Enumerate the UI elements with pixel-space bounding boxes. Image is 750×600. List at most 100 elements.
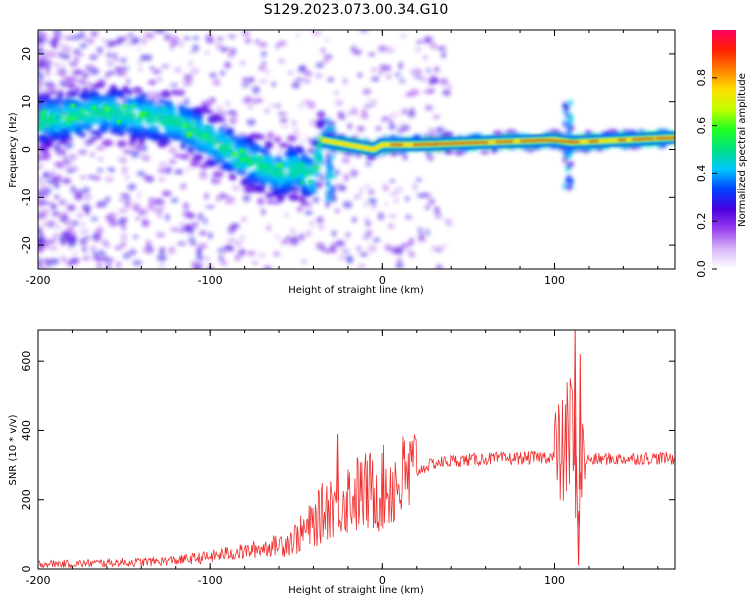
speckle-blob bbox=[316, 242, 325, 250]
speckle-blob bbox=[418, 232, 424, 238]
ridge-blob bbox=[197, 110, 204, 118]
speckle-blob bbox=[176, 241, 187, 246]
speckle-blob bbox=[212, 178, 222, 185]
hot-spot bbox=[38, 125, 43, 130]
ridge-blob bbox=[301, 191, 313, 197]
streak-blob bbox=[565, 121, 571, 128]
ridge-blob bbox=[299, 198, 307, 206]
speckle-blob bbox=[59, 41, 65, 50]
ridge-blob bbox=[212, 171, 224, 178]
hot-spot bbox=[240, 163, 246, 168]
speckle-blob bbox=[64, 230, 71, 238]
speckle-blob bbox=[303, 70, 313, 77]
speckle-blob bbox=[438, 244, 448, 249]
hot-spot bbox=[232, 152, 238, 157]
speckle-blob bbox=[70, 256, 80, 265]
speckle-blob bbox=[389, 179, 396, 184]
colorbar-gradient bbox=[712, 30, 736, 269]
speckle-blob bbox=[254, 39, 260, 45]
speckle-blob bbox=[38, 230, 42, 235]
speckle-blob bbox=[104, 214, 114, 221]
streak-blob bbox=[325, 117, 331, 124]
speckle-blob bbox=[288, 71, 293, 75]
ridge-blob bbox=[548, 129, 561, 136]
hot-spot bbox=[146, 116, 152, 121]
ridge-blob bbox=[39, 118, 48, 126]
ridge-blob bbox=[296, 206, 303, 212]
ridge-blob bbox=[79, 101, 92, 108]
streak-blob bbox=[331, 196, 337, 203]
speckle-blob bbox=[206, 40, 216, 44]
speckle-blob bbox=[104, 176, 115, 183]
hot-spot bbox=[131, 101, 137, 106]
speckle-blob bbox=[405, 196, 410, 202]
speckle-blob bbox=[396, 257, 403, 263]
speckle-blob bbox=[90, 136, 98, 141]
ridge-blob bbox=[119, 117, 132, 123]
speckle-blob bbox=[372, 237, 381, 243]
speckle-blob bbox=[277, 40, 287, 46]
speckle-blob bbox=[98, 157, 104, 161]
speckle-blob bbox=[97, 168, 104, 173]
hot-spot bbox=[102, 103, 108, 108]
ridge-blob bbox=[296, 169, 306, 176]
speckle-blob bbox=[246, 119, 256, 126]
ridge-blob bbox=[246, 138, 255, 147]
ridge-blob bbox=[253, 160, 264, 167]
speckle-blob bbox=[244, 38, 252, 44]
speckle-blob bbox=[70, 232, 77, 236]
snr-plot bbox=[38, 330, 675, 569]
ridge-blob bbox=[315, 120, 324, 129]
ridge-blob bbox=[110, 90, 122, 97]
spectrogram-y-label: Frequency (Hz) bbox=[8, 112, 19, 188]
streak-blob bbox=[567, 99, 573, 106]
speckle-blob bbox=[170, 227, 180, 232]
speckle-blob bbox=[334, 89, 339, 96]
speckle-blob bbox=[372, 98, 377, 107]
speckle-blob bbox=[155, 30, 166, 34]
speckle-blob bbox=[49, 246, 58, 251]
speckle-blob bbox=[183, 223, 191, 232]
ridge-blob bbox=[355, 152, 363, 158]
ridge-blob bbox=[192, 154, 204, 161]
speckle-blob bbox=[242, 194, 251, 202]
speckle-blob bbox=[83, 82, 93, 86]
ridge-peak-segment bbox=[495, 140, 514, 144]
speckle-blob bbox=[251, 260, 259, 265]
speckle-blob bbox=[320, 47, 326, 54]
speckle-blob bbox=[362, 201, 370, 207]
hot-spot bbox=[165, 115, 171, 120]
y-tick-label: 0 bbox=[20, 566, 33, 573]
speckle-blob bbox=[95, 256, 104, 263]
speckle-blob bbox=[288, 240, 299, 246]
ridge-blob bbox=[262, 157, 271, 163]
ridge-blob bbox=[128, 139, 137, 145]
speckle-blob bbox=[64, 35, 75, 41]
speckle-blob bbox=[45, 85, 51, 93]
speckle-blob bbox=[157, 253, 167, 262]
ridge-blob bbox=[285, 177, 294, 182]
speckle-blob bbox=[245, 96, 252, 103]
ridge-blob bbox=[110, 84, 117, 91]
ridge-blob bbox=[187, 138, 197, 146]
speckle-blob bbox=[442, 89, 451, 96]
speckle-blob bbox=[334, 208, 340, 213]
spectrogram-x-ticks: -200 -100 0 100 bbox=[26, 30, 659, 287]
ridge-blob bbox=[273, 136, 282, 144]
speckle-blob bbox=[359, 252, 369, 257]
ridge-blob bbox=[173, 153, 183, 158]
speckle-blob bbox=[436, 264, 443, 269]
ridge-blob bbox=[256, 197, 265, 206]
speckle-blob bbox=[79, 31, 85, 39]
speckle-blob bbox=[58, 199, 67, 205]
speckle-blob bbox=[331, 246, 338, 254]
speckle-blob bbox=[84, 235, 90, 241]
speckle-blob bbox=[123, 252, 130, 260]
ridge-blob bbox=[313, 148, 322, 156]
ridge-blob bbox=[271, 182, 279, 188]
ridge-blob bbox=[229, 174, 237, 181]
hot-spot bbox=[41, 110, 47, 115]
y-tick-label: 10 bbox=[20, 95, 33, 109]
speckle-blob bbox=[81, 247, 88, 252]
